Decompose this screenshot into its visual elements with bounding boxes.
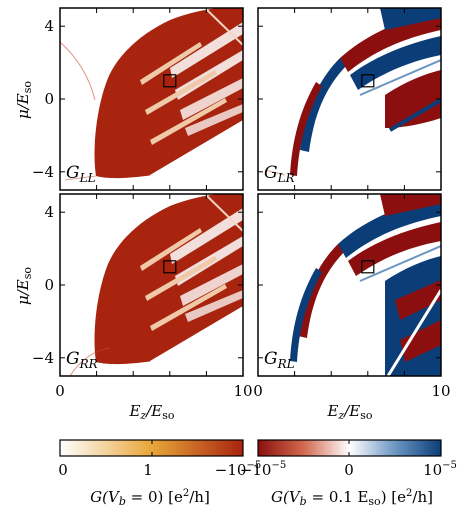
ytick-label-0-1: 0 (44, 90, 54, 108)
axis-ticks: 40−440−40 10 0 10 (32, 8, 451, 400)
label-grr: GRR (66, 349, 98, 371)
cbar-seq-tick-0: 0 (58, 461, 68, 479)
panel-gll (59, 7, 244, 191)
cbar-div-tick-2: 10−5 (423, 460, 457, 479)
xtick-label-3-0: 0 (253, 382, 263, 400)
ytick-label-2-2: −4 (32, 349, 54, 367)
ytick-label-2-1: 0 (44, 276, 54, 294)
cbar-div-tick-1: 0 (344, 461, 354, 479)
cbar-div-label: G(Vb = 0.1 Eso) [e2/h] (271, 488, 433, 508)
cbar-seq-tick-2: −10−5 (215, 460, 261, 479)
xlabel-right: Ez/Eso (326, 402, 372, 422)
label-grl: GRL (264, 349, 295, 371)
cbar-seq-label: G(Vb = 0) [e2/h] (90, 488, 210, 508)
xlabel-left: Ez/Eso (128, 402, 174, 422)
glr-heatmap (264, 8, 441, 185)
ytick-label-0-2: −4 (32, 163, 54, 181)
marker-square-3 (361, 260, 375, 274)
panel-grr (59, 193, 244, 377)
grr-heatmap (69, 194, 243, 376)
xtick-label-2-0: 0 (55, 382, 65, 400)
colorbar-sequential: 0 1 −10−5 G(Vb = 0) [e2/h] (58, 439, 261, 508)
panel-glr (257, 7, 442, 191)
gll-heatmap (60, 8, 243, 190)
ytick-label-2-0: 4 (44, 203, 54, 221)
label-glr: GLR (264, 163, 295, 185)
ylabel-top: μ/Eso (14, 81, 34, 119)
marker-squares (163, 74, 375, 274)
grl-heatmap (290, 194, 441, 376)
label-gll: GLL (66, 163, 96, 185)
colorbar-diverging: −10−5 0 10−5 G(Vb = 0.1 Eso) [e2/h] (240, 439, 457, 508)
ylabel-bottom: μ/Eso (14, 267, 34, 305)
marker-square-0 (163, 74, 177, 88)
cbar-div-tick-0: −10−5 (240, 460, 286, 479)
marker-square-1 (361, 74, 375, 88)
xtick-label-3-1: 10 (431, 382, 450, 400)
xtick-label-2-1: 10 (233, 382, 252, 400)
marker-square-2 (163, 260, 177, 274)
panel-grl (257, 193, 442, 377)
ytick-label-0-0: 4 (44, 17, 54, 35)
cbar-seq-tick-1: 1 (143, 461, 153, 479)
